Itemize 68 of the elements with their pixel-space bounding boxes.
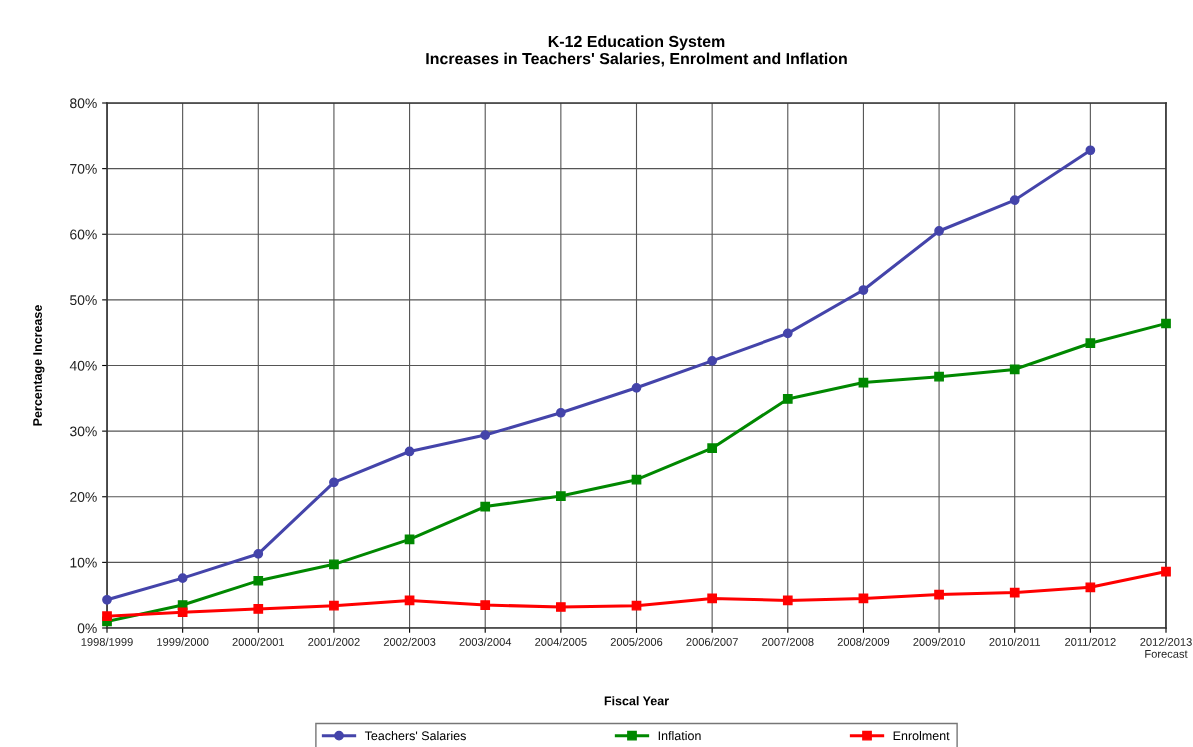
point [934, 226, 944, 236]
point [1009, 195, 1020, 205]
x-tick-label: 2000/2001 [232, 637, 285, 646]
x-tick-label: 2004/2005 [535, 637, 587, 646]
y-tick-label: 30% [70, 426, 97, 437]
point [404, 446, 415, 457]
point [555, 407, 566, 418]
y-tick-label: 50% [70, 295, 97, 306]
point [329, 477, 339, 488]
point [555, 491, 566, 501]
point [858, 285, 869, 295]
x-tick-label: 2006/2007 [686, 637, 738, 646]
point [102, 611, 112, 622]
legend-label: Inflation [658, 731, 701, 741]
point [253, 548, 264, 559]
legend-label: Teachers' Salaries [364, 731, 466, 741]
point [631, 474, 642, 485]
point [782, 328, 793, 339]
point [631, 600, 642, 611]
x-tick-label: 2001/2002 [308, 637, 360, 646]
y-tick-label: 40% [69, 360, 97, 371]
point [707, 443, 718, 454]
point [329, 600, 339, 611]
point [1009, 364, 1020, 375]
point [480, 600, 491, 610]
point [782, 595, 793, 606]
x-tick-label: 2008/2009 [837, 637, 890, 646]
point [102, 594, 112, 605]
x-tick-label: 2012/2013 Forecast [1140, 637, 1192, 658]
point [1085, 582, 1096, 593]
y-tick-label: 20% [70, 492, 97, 502]
x-tick-label: 2003/2004 [459, 637, 512, 646]
chart-title: K-12 Education System Increases in Teachers' Salaries, Enrolment and Inflation [426, 35, 847, 67]
y-tick-label: 80% [70, 98, 97, 109]
y-tick-label: 60% [70, 229, 97, 240]
x-tick-label: 2009/2010 [913, 637, 965, 646]
point [631, 382, 642, 393]
x-tick-label: 1998/1999 [81, 637, 133, 646]
point [1009, 587, 1020, 598]
point [707, 593, 718, 604]
point [480, 501, 491, 512]
point [1085, 338, 1096, 349]
point [555, 602, 566, 612]
point [1161, 566, 1171, 577]
point [1085, 145, 1096, 156]
point [782, 394, 793, 404]
x-tick-label: 2005/2006 [610, 637, 663, 646]
x-tick-label: 2007/2008 [762, 637, 814, 646]
y-tick-label: 0% [77, 623, 97, 634]
x-tick-label: 1999/2000 [157, 637, 209, 646]
x-tick-label: 2010/2011 [989, 637, 1041, 646]
y-axis-title: Percentage Increase [33, 305, 45, 426]
point [177, 573, 188, 583]
point [1161, 318, 1171, 329]
point [177, 607, 188, 618]
x-tick-label: 2002/2003 [383, 637, 436, 646]
point [707, 356, 718, 366]
point [253, 604, 264, 614]
point [480, 430, 491, 440]
point [253, 575, 264, 586]
x-tick-label: 2011/2012 [1065, 637, 1116, 646]
x-axis-title: Fiscal Year [604, 696, 669, 706]
point [934, 371, 944, 382]
y-tick-label: 70% [70, 163, 97, 174]
y-tick-label: 10% [70, 557, 97, 568]
legend-label: Enrolment [893, 731, 950, 741]
point [329, 559, 339, 570]
point [934, 589, 944, 600]
